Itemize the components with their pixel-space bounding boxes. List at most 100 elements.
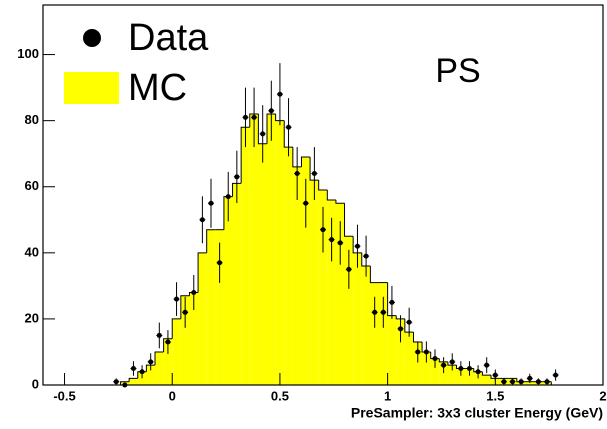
mc-outline <box>344 203 354 237</box>
mc-bar <box>430 358 440 385</box>
mc-bar <box>189 292 199 385</box>
mc-outline <box>120 381 130 385</box>
mc-bar <box>361 266 371 385</box>
data-point <box>268 108 274 114</box>
data-point <box>311 171 317 177</box>
data-point <box>329 237 335 243</box>
mc-outline <box>490 375 500 379</box>
mc-bar <box>370 282 379 385</box>
mc-outline <box>240 126 250 184</box>
mc-bar <box>241 127 250 386</box>
data-point <box>501 379 507 385</box>
mc-outline <box>352 236 362 254</box>
legend-marker <box>64 72 119 104</box>
mc-outline <box>292 147 302 168</box>
mc-bar <box>482 375 491 385</box>
mc-bar <box>249 114 259 385</box>
mc-outline <box>154 351 164 366</box>
mc-outline <box>309 157 319 181</box>
mc-bar <box>267 114 276 385</box>
data-point <box>320 227 326 233</box>
mc-bar <box>525 381 535 385</box>
data-point <box>475 369 481 375</box>
mc-bar <box>465 368 474 385</box>
mc-outline <box>257 114 267 145</box>
data-point <box>423 349 429 355</box>
data-point <box>286 124 292 130</box>
mc-outline <box>283 120 293 148</box>
mc-bar <box>379 282 388 385</box>
mc-bar <box>172 318 181 385</box>
mc-bar <box>422 351 431 385</box>
mc-outline <box>326 190 336 201</box>
mc-bar <box>413 342 423 385</box>
data-point <box>148 359 154 365</box>
data-point <box>535 379 541 385</box>
mc-outline <box>180 295 190 319</box>
data-point <box>484 362 490 368</box>
y-tick-label: 60 <box>25 178 39 193</box>
data-point <box>139 369 145 375</box>
data-point <box>389 299 395 305</box>
data-point <box>398 326 404 332</box>
mc-outline <box>145 364 155 372</box>
data-point <box>303 200 309 206</box>
mc-bar <box>223 196 233 385</box>
mc-bar <box>439 361 448 385</box>
y-tick-label: 40 <box>25 244 39 259</box>
mc-bar <box>387 315 397 385</box>
mc-bar <box>163 338 173 385</box>
mc-bar <box>301 157 311 385</box>
mc-outline <box>197 252 207 293</box>
data-point <box>510 379 516 385</box>
mc-outline <box>447 361 457 366</box>
mc-bar <box>353 252 362 385</box>
x-tick-label: 1.5 <box>486 388 504 403</box>
x-axis-label: PreSampler: 3x3 cluster Energy (GeV) <box>351 405 603 421</box>
mc-bar <box>447 365 457 385</box>
y-tick-label: 100 <box>17 46 39 61</box>
data-point <box>553 372 559 378</box>
mc-bar <box>275 120 285 386</box>
legend-label: MC <box>128 67 187 109</box>
data-point <box>346 266 352 272</box>
data-point <box>449 359 455 365</box>
mc-outline <box>361 252 371 267</box>
data-point <box>182 309 188 315</box>
mc-outline <box>318 180 328 191</box>
mc-bar <box>146 365 155 385</box>
mc-bar <box>129 378 138 385</box>
mc-outline <box>369 266 379 284</box>
data-point <box>260 131 266 137</box>
mc-outline <box>249 113 259 128</box>
data-point <box>217 260 223 266</box>
data-point <box>294 171 300 177</box>
mc-outline <box>163 338 173 352</box>
data-point <box>242 114 248 120</box>
data-point <box>225 194 231 200</box>
annotation: PS <box>435 52 480 90</box>
data-point <box>277 91 283 97</box>
data-point <box>372 309 378 315</box>
mc-outline <box>171 318 181 339</box>
data-point <box>354 243 360 249</box>
data-point <box>432 356 438 362</box>
data-point <box>466 365 472 371</box>
x-tick-label: 0 <box>169 388 176 403</box>
data-point <box>174 296 180 302</box>
x-tick-label: 0.5 <box>271 388 289 403</box>
data-point <box>415 349 421 355</box>
mc-outline <box>412 332 423 343</box>
data-point <box>234 174 240 180</box>
mc-bar <box>292 166 302 385</box>
mc-bar <box>206 229 216 385</box>
mc-bar <box>318 190 328 385</box>
data-point <box>363 253 369 259</box>
mc-outline <box>395 315 405 320</box>
legend-marker <box>83 29 101 47</box>
mc-bar <box>396 318 405 385</box>
y-tick-label: 80 <box>25 112 39 127</box>
x-tick-label: -0.5 <box>53 388 75 403</box>
mc-outline <box>275 114 285 122</box>
